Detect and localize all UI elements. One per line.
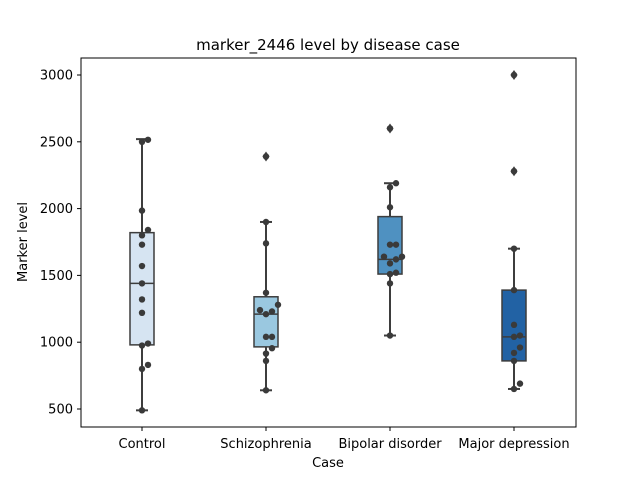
data-point [144,340,152,347]
y-tick-label: 500 [48,403,73,418]
data-point [510,333,518,341]
data-point [144,361,152,369]
y-tick-label: 1500 [40,269,73,284]
data-point [138,296,146,303]
box-group-0 [129,138,155,412]
data-point [262,218,270,226]
data-point [268,333,276,341]
data-point [144,226,152,234]
data-point [262,240,270,247]
x-axis-label: Case [312,456,344,471]
x-tick-label: Bipolar disorder [338,437,442,452]
data-point [516,380,524,387]
data-point [510,167,518,175]
data-point [138,262,146,270]
x-tick-label: Schizophrenia [220,437,311,452]
data-point [510,286,518,294]
y-tick-label: 2000 [40,202,73,217]
box-group-3 [501,70,527,390]
data-point [386,184,394,191]
data-point [398,253,406,260]
data-point [386,125,394,132]
data-point [274,301,282,308]
data-point [144,136,152,143]
data-point [268,345,276,352]
data-point [510,357,518,365]
data-point [386,270,394,278]
box-group-2 [377,123,403,337]
data-point [262,350,270,357]
y-axis: 500 1000 1500 2000 2500 3000 [40,69,81,418]
data-point [262,333,270,341]
data-point [392,180,400,187]
data-point [138,207,146,214]
data-point [510,71,518,79]
data-point [262,153,270,160]
swarm-group-0 [138,136,152,414]
data-point [262,387,270,394]
data-point [138,241,146,248]
data-point [262,289,270,296]
data-point [510,245,518,252]
y-axis-label: Marker level [16,202,31,282]
swarm-group-3 [510,71,524,393]
data-point [510,321,518,329]
data-point [262,357,270,365]
data-point [380,253,388,260]
swarm-group-2 [380,125,406,339]
data-point [386,332,394,339]
data-point [138,365,146,373]
y-tick-label: 1000 [40,336,73,351]
iqr-box [129,231,155,346]
y-tick-label: 2500 [40,135,73,150]
data-point [138,280,146,287]
data-point [516,332,524,339]
data-point [516,344,524,351]
data-point [392,269,400,276]
chart-title: marker_2446 level by disease case [196,36,460,55]
data-point [386,280,394,287]
y-tick-label: 3000 [40,69,73,84]
data-point [138,138,146,145]
data-point [138,407,146,414]
x-axis: Control Schizophrenia Bipolar disorder Majo… [119,427,570,452]
data-point [392,241,400,248]
data-point [386,260,394,267]
data-point [510,385,518,393]
data-point [256,306,264,314]
data-point [386,204,394,211]
data-point [510,349,518,357]
data-point [268,308,276,315]
data-point [262,310,270,318]
data-point [392,256,400,263]
plot-area [80,57,577,428]
swarm-group-1 [256,153,282,394]
x-tick-label: Major depression [458,437,569,452]
data-point [386,241,394,248]
data-point [138,232,146,239]
x-tick-label: Control [119,437,166,452]
data-point [138,309,146,317]
chart-marks [129,70,527,414]
data-point [138,342,146,349]
